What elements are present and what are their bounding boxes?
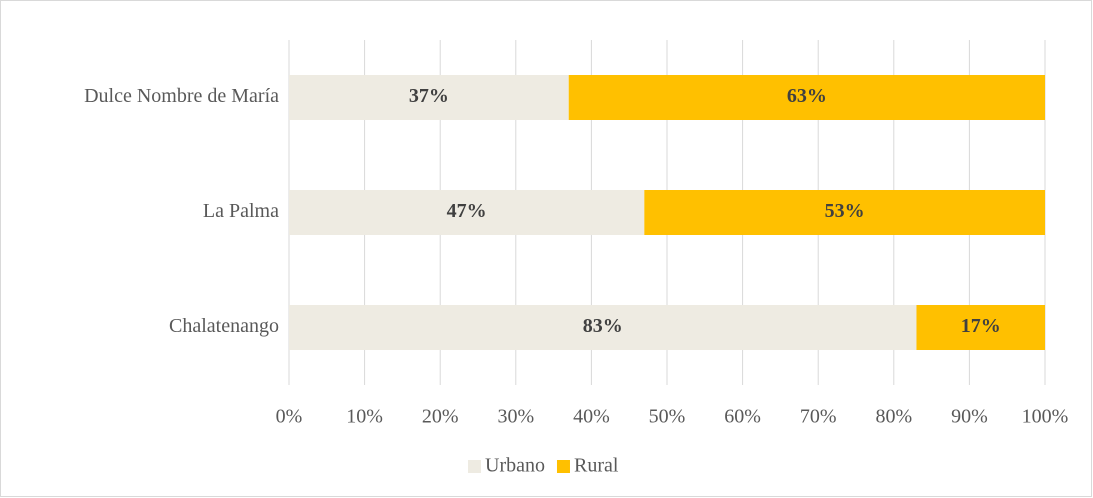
x-tick-label: 20% <box>422 406 459 428</box>
data-label: 63% <box>787 85 827 107</box>
data-label: 53% <box>825 200 865 222</box>
legend-label: Rural <box>574 455 619 477</box>
legend-swatch <box>468 460 481 473</box>
legend-swatch <box>556 460 570 473</box>
x-tick-label: 0% <box>276 406 303 428</box>
x-tick-label: 40% <box>573 406 610 428</box>
bar-segment <box>568 75 1045 120</box>
x-tick-label: 70% <box>800 406 837 428</box>
x-tick-label: 50% <box>649 406 686 428</box>
data-label: 17% <box>961 315 1001 337</box>
legend-label: Urbano <box>485 455 545 477</box>
x-tick-label: 10% <box>346 406 383 428</box>
bar-segment <box>289 190 645 235</box>
y-tick-label: Dulce Nombre de María <box>84 85 279 107</box>
data-label: 47% <box>447 200 487 222</box>
data-label: 37% <box>409 85 449 107</box>
data-label: 83% <box>583 315 623 337</box>
x-tick-label: 100% <box>1022 406 1069 428</box>
bar-segment <box>916 305 1045 350</box>
bar-segment <box>644 190 1045 235</box>
x-tick-label: 90% <box>951 406 988 428</box>
x-tick-label: 30% <box>497 406 534 428</box>
x-tick-label: 60% <box>724 406 761 428</box>
y-tick-label: La Palma <box>203 200 279 222</box>
x-tick-label: 80% <box>875 406 912 428</box>
y-tick-label: Chalatenango <box>169 315 279 337</box>
bar-segment <box>289 305 917 350</box>
bar-segment <box>289 75 569 120</box>
